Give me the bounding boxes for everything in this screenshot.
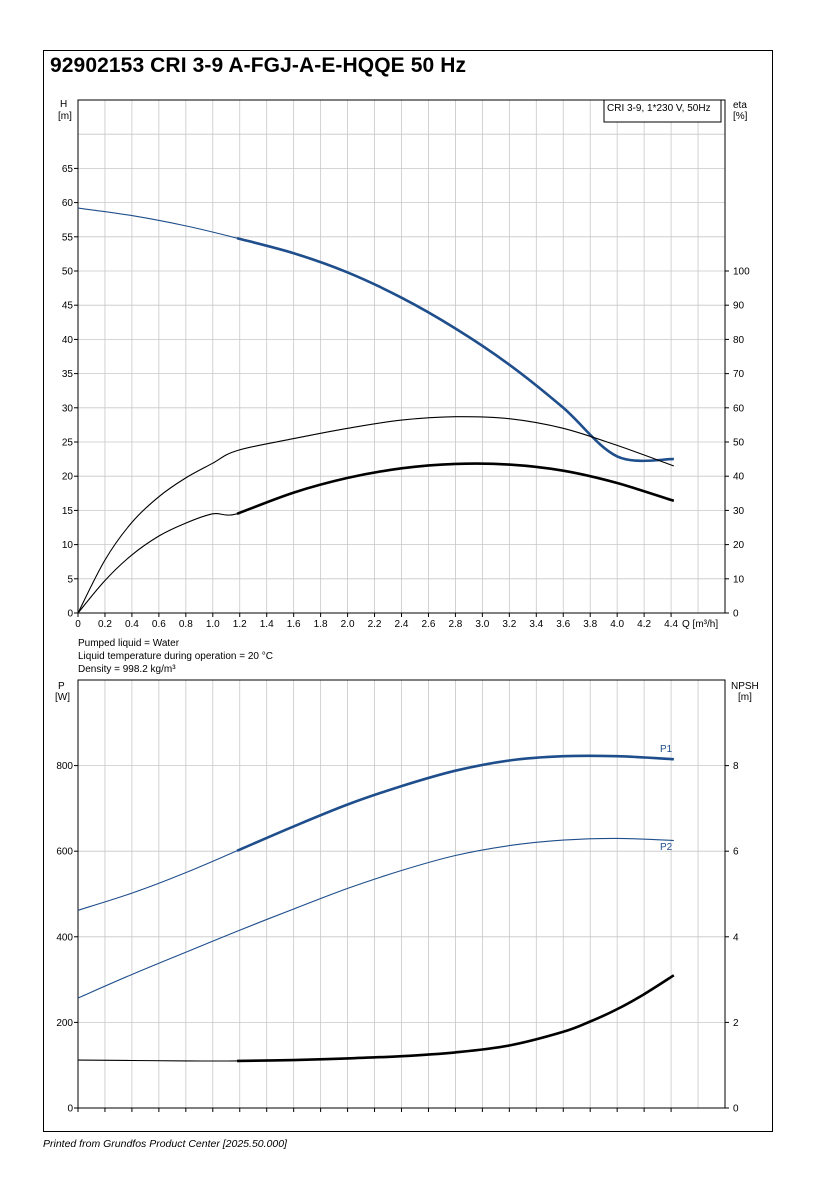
top-y-left-tick-label: 5 [67, 574, 73, 585]
top-y-right-tick-label: 0 [733, 609, 739, 620]
bottom-y-left-label-2: [W] [55, 692, 70, 703]
top-y-left-tick-label: 55 [62, 232, 74, 243]
series-label-p1: P1 [660, 744, 673, 755]
top-y-left-tick-label: 45 [62, 301, 74, 312]
top-x-tick-label: 2.6 [422, 619, 436, 630]
top-series-curve-0 [77, 207, 674, 462]
bottom-series-curve-2-bold [237, 974, 675, 1063]
top-x-tick-label: 3.6 [556, 619, 570, 630]
top-series-curve-2-bold [236, 462, 675, 516]
axis-ticks: 0510152025303540455055606501020304050607… [56, 164, 750, 1115]
top-x-tick-label: 2.0 [341, 619, 355, 630]
top-chart-series [77, 207, 675, 614]
top-x-axis-label: Q [m³/h] [682, 619, 718, 630]
bottom-y-left-tick-label: 200 [56, 1018, 73, 1029]
bottom-chart-grid [77, 679, 726, 1109]
top-y-left-label-1: H [60, 99, 67, 110]
top-x-tick-label: 1.6 [287, 619, 301, 630]
top-y-right-tick-label: 80 [733, 335, 745, 346]
top-y-left-tick-label: 15 [62, 506, 74, 517]
top-y-right-tick-label: 50 [733, 438, 745, 449]
top-chart-grid [77, 99, 726, 614]
top-x-tick-label: 3.4 [529, 619, 543, 630]
bottom-y-right-tick-label: 4 [733, 932, 739, 943]
info-pumped-liquid: Pumped liquid = Water [78, 638, 180, 649]
bottom-chart-series [77, 754, 675, 1063]
bottom-y-left-label-1: P [58, 681, 65, 692]
bottom-y-left-tick-label: 0 [67, 1104, 73, 1115]
top-x-tick-label: 3.2 [502, 619, 516, 630]
top-x-tick-label: 1.8 [314, 619, 328, 630]
info-density: Density = 998.2 kg/m³ [78, 664, 176, 675]
bottom-series-p1 [77, 755, 674, 911]
top-x-tick-label: 0.6 [152, 619, 166, 630]
bottom-y-right-tick-label: 0 [733, 1104, 739, 1115]
top-y-left-tick-label: 50 [62, 267, 74, 278]
page-frame [43, 50, 773, 1132]
top-x-tick-label: 0.2 [98, 619, 112, 630]
bottom-y-right-label-2: [m] [738, 692, 752, 703]
top-x-tick-label: 0 [75, 619, 81, 630]
top-y-right-tick-label: 40 [733, 472, 745, 483]
top-y-right-tick-label: 70 [733, 369, 745, 380]
top-y-right-label-1: eta [733, 100, 747, 111]
series-label-p2: P2 [660, 842, 673, 853]
top-y-left-tick-label: 65 [62, 164, 74, 175]
top-y-left-tick-label: 40 [62, 335, 74, 346]
bottom-y-right-tick-label: 6 [733, 847, 739, 858]
top-x-tick-label: 2.2 [368, 619, 382, 630]
legend-text: CRI 3-9, 1*230 V, 50Hz [607, 103, 711, 114]
top-y-left-label-2: [m] [58, 111, 72, 122]
top-y-right-tick-label: 100 [733, 267, 750, 278]
top-x-tick-label: 1.2 [233, 619, 247, 630]
legend-box [603, 99, 722, 123]
top-series-curve-0-bold [236, 236, 674, 463]
bottom-y-left-tick-label: 400 [56, 932, 73, 943]
top-x-tick-label: 2.4 [395, 619, 409, 630]
top-x-tick-label: 2.8 [448, 619, 462, 630]
top-y-right-tick-label: 60 [733, 403, 745, 414]
bottom-y-left-tick-label: 800 [56, 761, 73, 772]
top-x-tick-label: 1.4 [260, 619, 274, 630]
top-y-left-tick-label: 0 [67, 609, 73, 620]
top-y-right-tick-label: 90 [733, 301, 745, 312]
top-series-curve-2 [77, 462, 674, 614]
bottom-y-right-tick-label: 8 [733, 761, 739, 772]
top-x-tick-label: 4.4 [664, 619, 678, 630]
bottom-y-right-label-1: NPSH [731, 681, 759, 692]
footer-note: Printed from Grundfos Product Center [20… [43, 1138, 287, 1150]
top-y-left-tick-label: 25 [62, 438, 74, 449]
top-y-left-tick-label: 60 [62, 198, 74, 209]
top-x-tick-label: 3.0 [475, 619, 489, 630]
top-y-left-tick-label: 35 [62, 369, 74, 380]
top-x-tick-label: 1.0 [206, 619, 220, 630]
bottom-y-left-tick-label: 600 [56, 847, 73, 858]
info-liquid-temperature: Liquid temperature during operation = 20… [78, 651, 273, 662]
top-y-right-label-2: [%] [733, 111, 748, 122]
top-y-right-tick-label: 20 [733, 540, 745, 551]
top-x-tick-label: 4.0 [610, 619, 624, 630]
top-y-left-tick-label: 30 [62, 403, 74, 414]
top-y-left-tick-label: 10 [62, 540, 74, 551]
bottom-y-right-tick-label: 2 [733, 1018, 739, 1029]
top-x-tick-label: 3.8 [583, 619, 597, 630]
top-y-right-tick-label: 10 [733, 574, 745, 585]
bottom-series-p2 [77, 837, 674, 999]
top-y-left-tick-label: 20 [62, 472, 74, 483]
top-series-curve-1 [77, 416, 674, 614]
bottom-series-curve-2 [77, 974, 675, 1062]
top-y-right-tick-label: 30 [733, 506, 745, 517]
bottom-series-p1-bold [236, 754, 674, 852]
page-title: 92902153 CRI 3-9 A-FGJ-A-E-HQQE 50 Hz [50, 54, 467, 77]
top-x-tick-label: 0.4 [125, 619, 139, 630]
top-x-tick-label: 4.2 [637, 619, 651, 630]
top-x-tick-label: 0.8 [179, 619, 193, 630]
